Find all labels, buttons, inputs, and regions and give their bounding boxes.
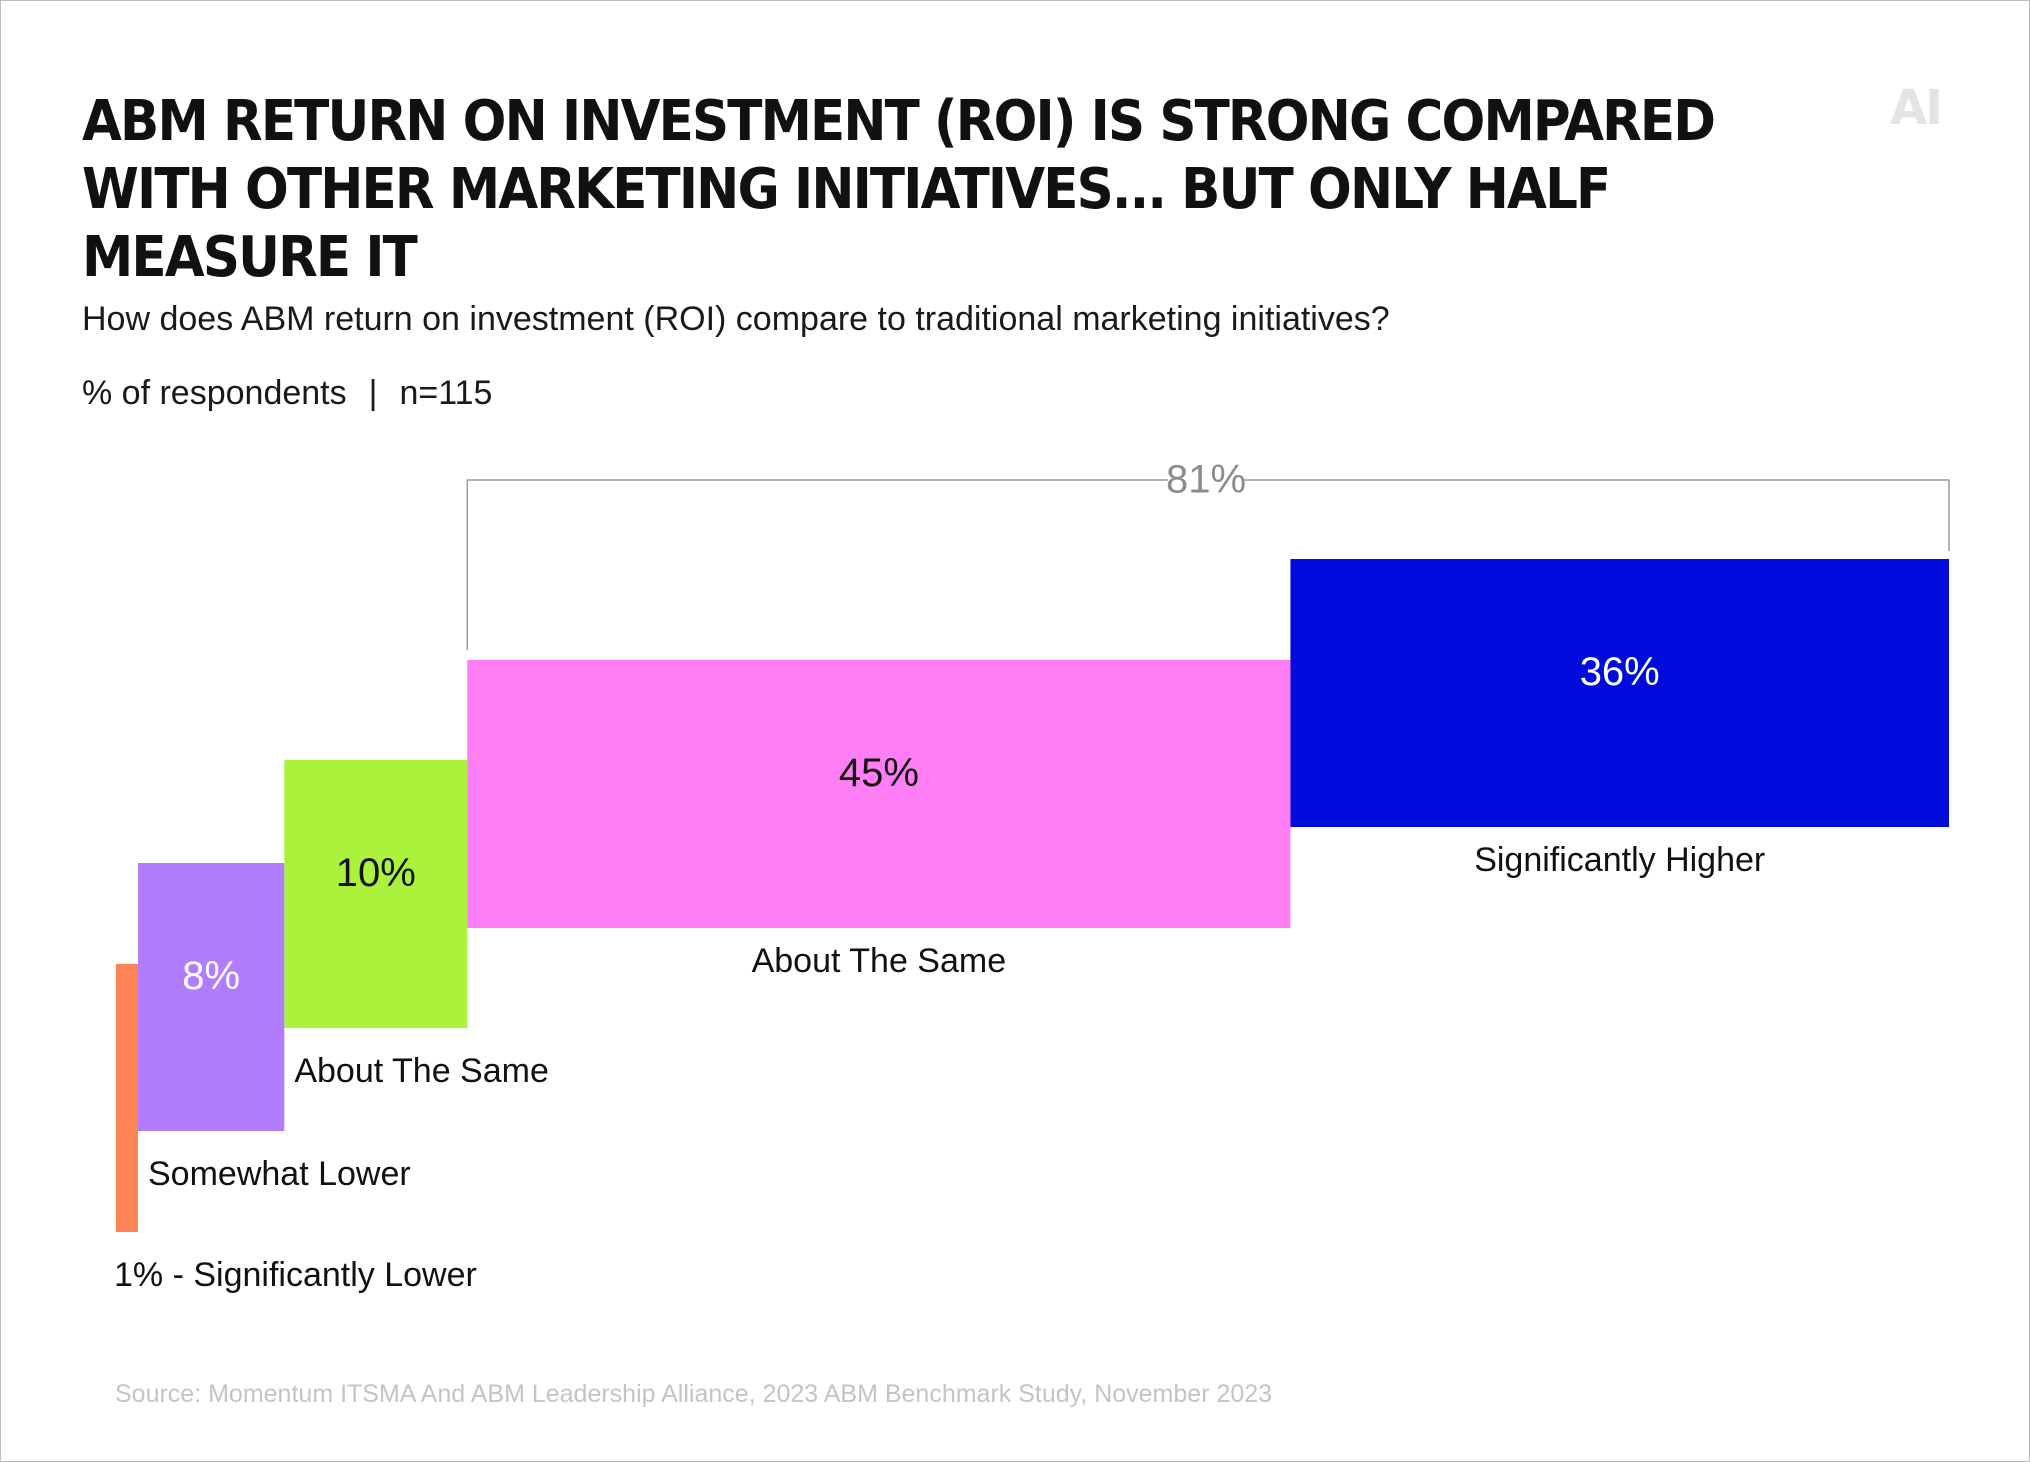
bar-value-label-3: 45%: [839, 751, 919, 795]
category-label-0: 1% - Significantly Lower: [114, 1256, 477, 1294]
meta-separator: |: [368, 374, 378, 412]
chart-meta: % of respondents | n=115: [82, 374, 492, 413]
bar-value-label-2: 10%: [336, 851, 416, 895]
chart-question: How does ABM return on investment (ROI) …: [82, 300, 1390, 338]
bar-0: [116, 964, 138, 1232]
bar-value-label-4: 36%: [1580, 650, 1660, 694]
bar-value-label-1: 8%: [182, 954, 240, 998]
bar-2: [284, 760, 468, 1028]
brand-logo: AI: [1890, 80, 1943, 136]
category-label-2: About The Same: [294, 1052, 549, 1090]
bracket-total-label: 81%: [1166, 458, 1246, 502]
category-label-1: Somewhat Lower: [148, 1155, 411, 1193]
category-label-4: Significantly Higher: [1474, 841, 1765, 879]
sample-size: n=115: [399, 374, 493, 412]
chart-title: ABM RETURN ON INVESTMENT (ROI) IS STRONG…: [82, 89, 1716, 290]
bar-1: [138, 863, 285, 1131]
category-label-3: About The Same: [752, 942, 1007, 980]
bar-3: [467, 660, 1291, 928]
source-note: Source: Momentum ITSMA And ABM Leadershi…: [115, 1380, 1273, 1408]
bracket-left: [466, 479, 1168, 650]
bar-4: [1290, 559, 1949, 827]
units-label: % of respondents: [82, 374, 347, 412]
bracket-right: [1244, 479, 1950, 551]
